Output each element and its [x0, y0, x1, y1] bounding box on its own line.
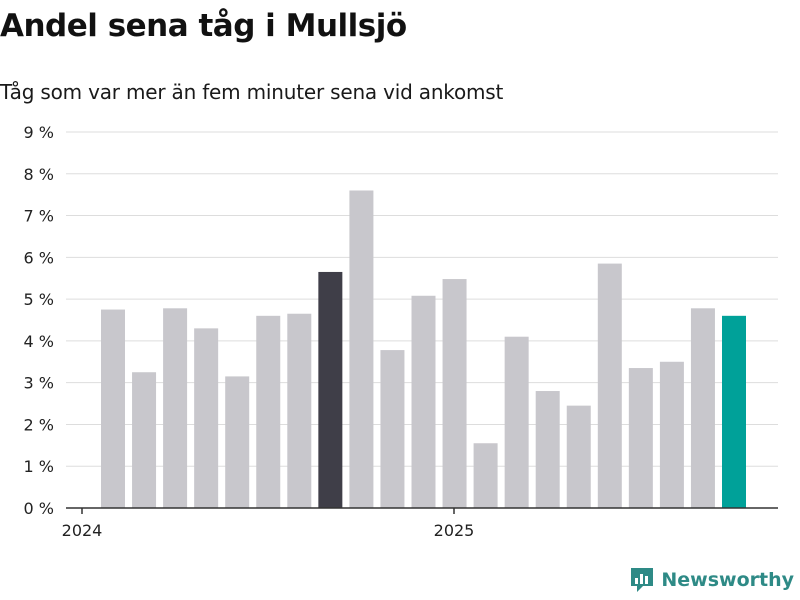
y-tick-label: 9 % [24, 123, 54, 142]
y-tick-label: 6 % [24, 248, 54, 267]
y-tick-label: 4 % [24, 332, 54, 351]
newsworthy-logo: Newsworthy [629, 566, 794, 594]
bar [442, 279, 467, 508]
bar [256, 315, 281, 508]
x-axis-ticks: 2024 2025 [62, 508, 475, 540]
bar [566, 405, 591, 508]
bar [722, 315, 746, 508]
y-tick-label: 0 % [24, 499, 54, 518]
y-axis-ticks: 0 % 1 % 2 % 3 % 4 % 5 % 6 % 7 % 8 % 9 % [24, 123, 54, 518]
y-tick-label: 1 % [24, 457, 54, 476]
y-tick-label: 2 % [24, 415, 54, 434]
bar [163, 308, 188, 508]
bar [318, 271, 343, 508]
bar [473, 443, 498, 508]
bar [411, 295, 436, 508]
bar [535, 391, 560, 508]
x-tick-label: 2024 [62, 521, 103, 540]
bar [597, 263, 622, 508]
logo-text: Newsworthy [661, 569, 794, 591]
y-tick-label: 7 % [24, 207, 54, 226]
bar [504, 336, 529, 508]
bar [194, 328, 219, 508]
bar [628, 368, 653, 508]
bar [380, 350, 405, 508]
bar [287, 313, 312, 508]
x-tick-label: 2025 [434, 521, 475, 540]
y-tick-label: 3 % [24, 374, 54, 393]
chart-subtitle: Tåg som var mer än fem minuter sena vid … [0, 80, 504, 104]
bar [101, 309, 125, 508]
bar [132, 372, 157, 508]
bar [349, 190, 374, 508]
y-tick-label: 5 % [24, 290, 54, 309]
chart-title: Andel sena tåg i Mullsjö [0, 8, 407, 44]
bar [659, 361, 684, 508]
newsworthy-logo-icon [631, 568, 654, 592]
bar [690, 308, 715, 508]
bar [225, 376, 250, 508]
y-tick-label: 8 % [24, 165, 54, 184]
bars [101, 190, 746, 508]
